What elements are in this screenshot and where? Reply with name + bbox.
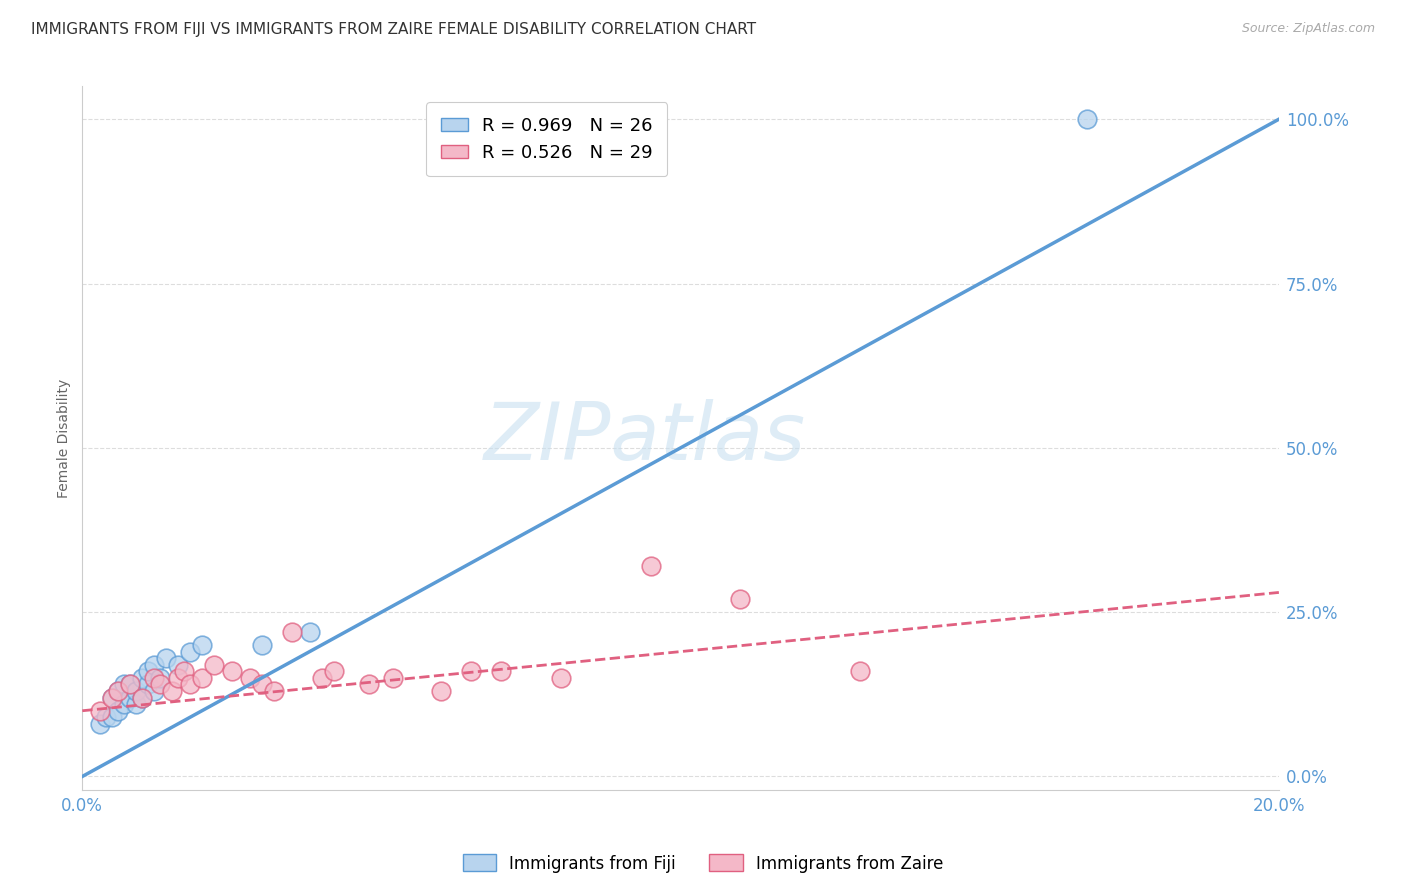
Point (107, 684, 129, 698)
Point (1076, 112, 1098, 127)
Point (107, 704, 129, 718)
Point (460, 665, 482, 679)
Point (263, 684, 285, 698)
Point (143, 684, 166, 698)
Point (89, 717, 111, 731)
Point (167, 657, 190, 672)
Point (179, 677, 201, 691)
Point (149, 677, 172, 691)
Point (120, 677, 142, 691)
Point (239, 671, 262, 685)
Point (101, 690, 124, 705)
Point (640, 559, 662, 574)
Point (322, 665, 344, 679)
Point (125, 684, 148, 698)
Point (136, 677, 159, 691)
Point (143, 657, 166, 672)
Text: IMMIGRANTS FROM FIJI VS IMMIGRANTS FROM ZAIRE FEMALE DISABILITY CORRELATION CHAR: IMMIGRANTS FROM FIJI VS IMMIGRANTS FROM … (31, 22, 756, 37)
Point (136, 665, 159, 679)
Point (143, 671, 166, 685)
Point (191, 671, 214, 685)
Point (120, 690, 142, 705)
Point (221, 665, 243, 679)
Point (160, 684, 183, 698)
Point (101, 710, 124, 724)
Point (489, 665, 512, 679)
Point (112, 677, 135, 691)
Point (359, 677, 381, 691)
Legend: Immigrants from Fiji, Immigrants from Zaire: Immigrants from Fiji, Immigrants from Za… (456, 847, 950, 880)
Point (125, 697, 148, 711)
Point (250, 638, 273, 652)
Point (112, 697, 135, 711)
Point (849, 665, 872, 679)
Point (430, 684, 453, 698)
Text: ZIPatlas: ZIPatlas (484, 399, 806, 477)
Text: Source: ZipAtlas.com: Source: ZipAtlas.com (1241, 22, 1375, 36)
Point (730, 592, 752, 607)
Point (131, 690, 153, 705)
Y-axis label: Female Disability: Female Disability (58, 378, 72, 498)
Point (131, 690, 153, 705)
Point (191, 638, 214, 652)
Point (382, 671, 405, 685)
Point (179, 644, 201, 658)
Point (101, 690, 124, 705)
Point (107, 684, 129, 698)
Legend: R = 0.969   N = 26, R = 0.526   N = 29: R = 0.969 N = 26, R = 0.526 N = 29 (426, 103, 668, 177)
Point (96, 710, 118, 724)
Point (173, 665, 195, 679)
Point (120, 677, 142, 691)
Point (131, 671, 153, 685)
Point (155, 651, 177, 665)
Point (280, 624, 302, 639)
Point (149, 671, 172, 685)
Point (89, 704, 111, 718)
Point (250, 677, 273, 691)
Point (167, 671, 190, 685)
Point (550, 671, 572, 685)
Point (298, 624, 321, 639)
Point (202, 657, 225, 672)
Point (311, 671, 333, 685)
